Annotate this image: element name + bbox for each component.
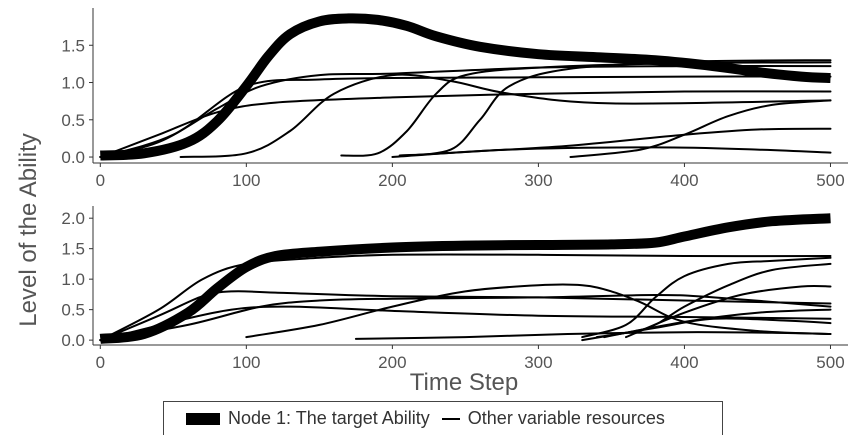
legend-item-target: Node 1: The target Ability: [186, 408, 430, 429]
legend-label-others: Other variable resources: [467, 408, 665, 428]
other-resource-line: [625, 284, 832, 339]
x-tick-label: 400: [670, 353, 698, 372]
x-tick-label: 500: [816, 353, 844, 372]
legend-item-others: Other variable resources: [441, 408, 665, 429]
y-tick-label: 1.5: [61, 240, 85, 259]
y-tick-label: 1.0: [61, 74, 85, 93]
x-tick-label: 100: [232, 171, 260, 190]
x-tick-label: 300: [524, 171, 552, 190]
other-resource-line: [581, 317, 832, 342]
x-tick-label: 500: [816, 171, 844, 190]
other-resource-line: [99, 253, 832, 342]
other-resource-line: [99, 294, 832, 342]
y-tick-label: 2.0: [61, 209, 85, 228]
other-resource-line: [179, 73, 832, 158]
y-tick-label: 1.5: [61, 36, 85, 55]
x-axis-label: Time Step: [410, 369, 518, 396]
other-resource-line: [391, 146, 832, 158]
y-tick-label: 0.5: [61, 301, 85, 320]
other-resource-line: [581, 256, 832, 339]
other-resource-line: [99, 305, 832, 342]
other-resource-line: [398, 59, 832, 157]
x-tick-label: 0: [96, 171, 105, 190]
y-axis-label: Level of the Ability: [15, 133, 42, 326]
legend-label-target: Node 1: The target Ability: [228, 408, 430, 428]
y-tick-label: 0.0: [61, 331, 85, 350]
other-resource-line: [99, 90, 832, 158]
other-resource-line: [354, 331, 832, 340]
target-ability-line: [99, 213, 831, 344]
other-resource-line: [245, 283, 832, 339]
thin-line-swatch-icon: [441, 417, 460, 420]
y-tick-label: 1.0: [61, 270, 85, 289]
y-tick-label: 0.0: [61, 148, 85, 167]
panels-layer: 0.0 0.5 1.0 1.5 0 100 200 300 400 500 0.0 0.5 1.0 1.5…: [61, 8, 848, 372]
other-resource-line: [569, 99, 832, 158]
panel-2: 0.0 0.5 1.0 1.5 2.0 0 100 200 300 400 500: [61, 206, 848, 372]
x-tick-label: 100: [232, 353, 260, 372]
thick-line-swatch-icon: [186, 412, 220, 425]
x-tick-label: 0: [96, 353, 105, 372]
y-tick-label: 0.5: [61, 111, 85, 130]
target-ability-line: [100, 13, 831, 161]
other-resource-line: [99, 75, 832, 158]
x-tick-label: 200: [378, 171, 406, 190]
other-resource-line: [99, 65, 832, 158]
x-tick-label: 300: [524, 353, 552, 372]
x-tick-label: 200: [378, 353, 406, 372]
x-tick-label: 400: [670, 171, 698, 190]
panel-1: 0.0 0.5 1.0 1.5 0 100 200 300 400 500: [61, 8, 848, 190]
other-resource-line: [99, 290, 832, 342]
legend: Node 1: The target Ability Other variabl…: [163, 401, 723, 435]
